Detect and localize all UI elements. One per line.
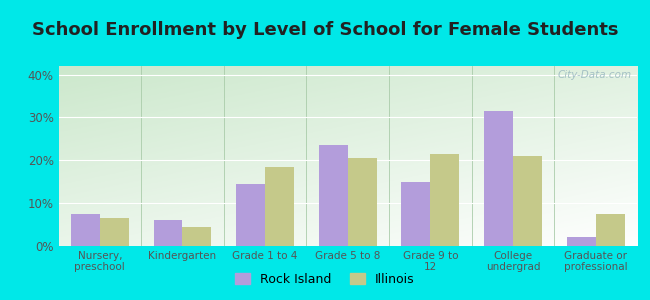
Bar <box>71 214 100 246</box>
Bar <box>430 154 460 246</box>
Text: School Enrollment by Level of School for Female Students: School Enrollment by Level of School for… <box>32 21 618 39</box>
Bar <box>183 227 211 246</box>
Text: City-Data.com: City-Data.com <box>557 70 631 80</box>
Bar <box>153 220 183 246</box>
Legend: Rock Island, Illinois: Rock Island, Illinois <box>230 268 420 291</box>
Bar <box>484 111 513 246</box>
Bar <box>236 184 265 246</box>
Bar <box>402 182 430 246</box>
Bar <box>567 237 595 246</box>
Bar <box>318 145 348 246</box>
Bar <box>265 167 294 246</box>
Bar <box>100 218 129 246</box>
Bar <box>595 214 625 246</box>
Bar <box>348 158 377 246</box>
Bar <box>513 156 542 246</box>
